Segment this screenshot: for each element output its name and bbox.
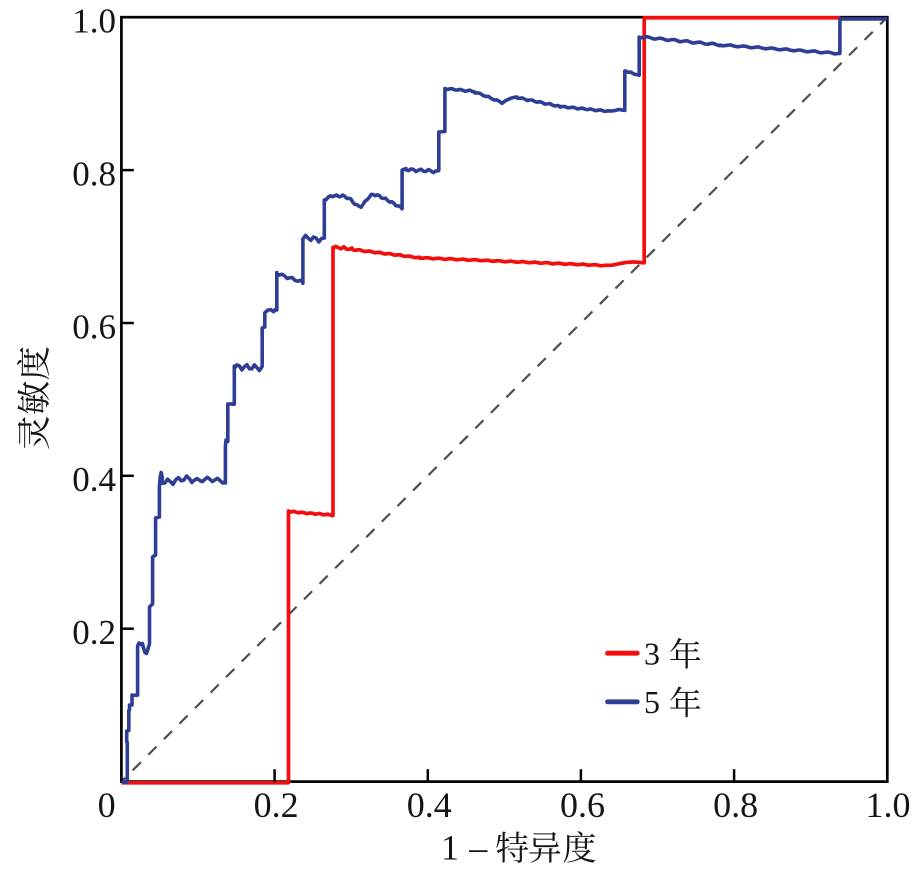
svg-text:1: 1 [441, 827, 459, 867]
svg-text:–: – [468, 827, 488, 867]
svg-text:3: 3 [644, 635, 660, 671]
svg-text:0.2: 0.2 [254, 785, 299, 825]
svg-text:0.2: 0.2 [72, 613, 116, 652]
svg-text:0.4: 0.4 [407, 785, 452, 825]
svg-text:0.6: 0.6 [560, 785, 605, 825]
svg-text:1.0: 1.0 [866, 785, 911, 825]
svg-text:1.0: 1.0 [72, 2, 116, 41]
svg-text:0: 0 [98, 785, 116, 825]
svg-text:0.6: 0.6 [72, 307, 116, 346]
svg-text:0.4: 0.4 [72, 460, 116, 499]
svg-text:5: 5 [644, 684, 660, 720]
svg-text:0.8: 0.8 [72, 154, 116, 193]
svg-text:0.8: 0.8 [713, 785, 758, 825]
